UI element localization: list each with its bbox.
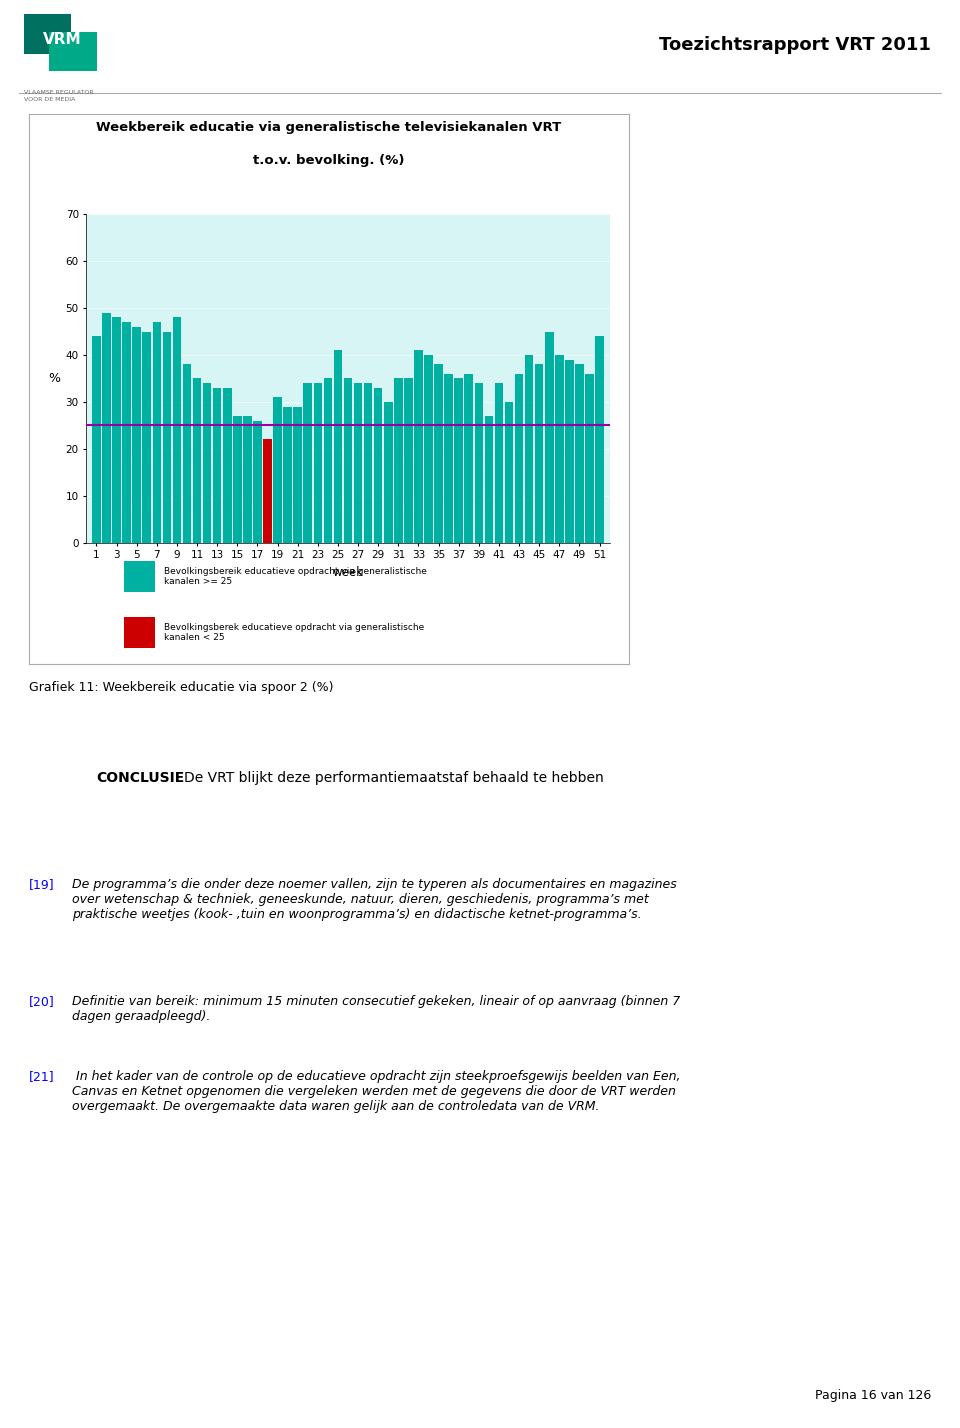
Text: [19]: [19] [29, 878, 55, 891]
Bar [344, 378, 352, 543]
Bar [124, 561, 155, 593]
Bar [535, 364, 543, 543]
Text: Pagina 16 van 126: Pagina 16 van 126 [815, 1389, 931, 1402]
Text: Toezichtsrapport VRT 2011: Toezichtsrapport VRT 2011 [660, 36, 931, 54]
Bar [122, 323, 131, 543]
Bar [50, 33, 97, 71]
Bar [283, 407, 292, 543]
Text: t.o.v. bevolking. (%): t.o.v. bevolking. (%) [253, 154, 404, 167]
Bar [494, 383, 503, 543]
Bar [324, 378, 332, 543]
Bar [434, 364, 443, 543]
Bar [173, 317, 181, 543]
Bar [394, 378, 402, 543]
Bar [23, 14, 71, 53]
Bar [182, 364, 191, 543]
Bar [153, 323, 161, 543]
Bar [485, 416, 493, 543]
Y-axis label: %: % [49, 371, 60, 386]
Text: Bevolkingsberek educatieve opdracht via generalistische
kanalen < 25: Bevolkingsberek educatieve opdracht via … [164, 623, 424, 643]
Text: Bevolkingsbereik educatieve opdracht via generalistische
kanalen >= 25: Bevolkingsbereik educatieve opdracht via… [164, 567, 426, 587]
Bar [213, 388, 222, 543]
Bar [203, 383, 211, 543]
Bar [545, 331, 554, 543]
Bar [334, 350, 342, 543]
Text: Grafiek 11: Weekbereik educatie via spoor 2 (%): Grafiek 11: Weekbereik educatie via spoo… [29, 681, 333, 694]
Bar [274, 397, 282, 543]
Bar [223, 388, 231, 543]
Text: Definitie van bereik: minimum 15 minuten consecutief gekeken, lineair of op aanv: Definitie van bereik: minimum 15 minuten… [72, 995, 681, 1024]
Text: VLAAMSE REGULATOR
VOOR DE MEDIA: VLAAMSE REGULATOR VOOR DE MEDIA [24, 90, 94, 101]
X-axis label: week: week [332, 565, 364, 578]
Bar [384, 401, 393, 543]
Bar [124, 617, 155, 648]
Bar [142, 331, 151, 543]
Bar [233, 416, 242, 543]
Bar [424, 356, 433, 543]
Text: [21]: [21] [29, 1070, 55, 1082]
Text: CONCLUSIE: CONCLUSIE [96, 771, 184, 785]
Bar [294, 407, 302, 543]
Bar [525, 356, 534, 543]
Bar [373, 388, 382, 543]
Bar [364, 383, 372, 543]
Bar [474, 383, 483, 543]
Text: De programma’s die onder deze noemer vallen, zijn te typeren als documentaires e: De programma’s die onder deze noemer val… [72, 878, 677, 921]
Bar [505, 401, 514, 543]
Bar [454, 378, 463, 543]
Bar [314, 383, 323, 543]
Bar [132, 327, 141, 543]
Text: In het kader van de controle op de educatieve opdracht zijn steekproefsgewijs be: In het kader van de controle op de educa… [72, 1070, 681, 1112]
Bar [586, 374, 593, 543]
Bar [575, 364, 584, 543]
Text: [20]: [20] [29, 995, 55, 1008]
Bar [444, 374, 453, 543]
Bar [92, 336, 101, 543]
Text: Weekbereik educatie via generalistische televisiekanalen VRT: Weekbereik educatie via generalistische … [96, 121, 562, 134]
Bar [253, 421, 262, 543]
Bar [414, 350, 422, 543]
Bar [112, 317, 121, 543]
Bar [162, 331, 171, 543]
Bar [565, 360, 574, 543]
Bar [465, 374, 473, 543]
Text: : De VRT blijkt deze performantiemaatstaf behaald te hebben: : De VRT blijkt deze performantiemaatsta… [175, 771, 604, 785]
Bar [354, 383, 362, 543]
Bar [243, 416, 252, 543]
Bar [263, 440, 272, 543]
Text: VRM: VRM [43, 31, 82, 47]
Bar [555, 356, 564, 543]
Bar [103, 313, 110, 543]
Bar [515, 374, 523, 543]
Bar [193, 378, 202, 543]
Bar [404, 378, 413, 543]
Bar [303, 383, 312, 543]
Bar [595, 336, 604, 543]
